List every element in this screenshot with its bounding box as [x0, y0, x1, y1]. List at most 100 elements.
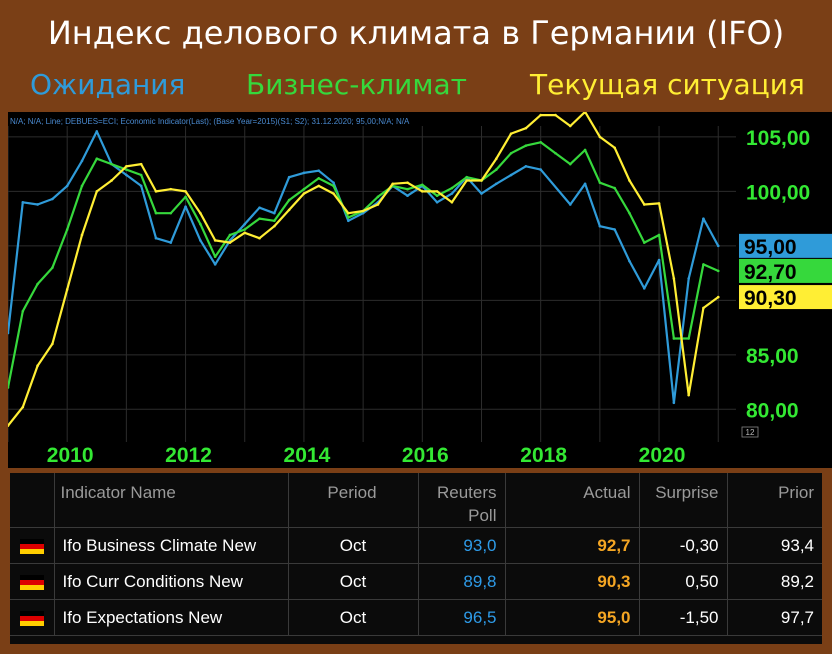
data-point	[702, 263, 705, 266]
data-point	[716, 244, 720, 248]
data-point	[80, 233, 84, 237]
data-point	[554, 113, 557, 117]
germany-flag-icon	[10, 599, 55, 636]
table-row[interactable]: Ifo Business Climate New Oct 93,0 92,7 -…	[10, 527, 822, 564]
data-point	[184, 205, 187, 208]
poll-cell: 96,5	[418, 599, 506, 636]
data-point	[672, 277, 676, 280]
data-point	[287, 198, 291, 202]
data-point	[494, 168, 498, 171]
last-value-text: 95,00	[744, 236, 797, 259]
data-point	[184, 190, 187, 193]
prior-cell: 97,7	[727, 599, 822, 636]
data-point	[302, 192, 306, 195]
data-point	[169, 241, 173, 244]
period-header: Period	[288, 473, 419, 528]
table-header-row: Indicator Name Period Reuters Poll Actua…	[10, 473, 822, 528]
data-point	[21, 309, 25, 313]
data-point	[36, 364, 39, 368]
data-point	[628, 211, 631, 215]
data-point	[628, 259, 631, 263]
data-point	[450, 186, 454, 190]
data-point	[36, 203, 39, 206]
x-tick-label: 2020	[639, 444, 686, 467]
data-point	[361, 211, 365, 215]
actual-cell: 95,0	[505, 599, 640, 636]
data-point	[258, 217, 261, 220]
data-point	[243, 222, 247, 226]
series-line	[6, 130, 720, 404]
data-point	[139, 184, 143, 188]
data-point	[672, 401, 676, 405]
data-point	[702, 217, 705, 220]
table-row[interactable]: Ifo Curr Conditions New Oct 89,8 90,3 0,…	[10, 563, 822, 600]
reuters-poll-header-line1: Reuters	[436, 483, 497, 502]
data-point	[125, 173, 128, 177]
data-point	[642, 203, 646, 206]
data-point	[687, 337, 690, 340]
data-point	[332, 181, 335, 184]
x-tick-label: 2016	[402, 444, 449, 467]
data-point	[524, 165, 528, 168]
data-point	[361, 209, 365, 213]
data-point	[95, 190, 99, 193]
poll-cell: 89,8	[418, 563, 506, 600]
data-point	[6, 331, 10, 335]
data-point	[687, 277, 690, 280]
data-point	[598, 135, 602, 139]
data-point	[435, 190, 439, 193]
data-point	[568, 162, 572, 166]
data-point	[317, 169, 321, 172]
data-point	[406, 181, 409, 184]
data-point	[672, 337, 676, 340]
page-title: Индекс делового климата в Германии (IFO)	[47, 14, 785, 52]
data-point	[583, 182, 587, 186]
data-point	[6, 424, 10, 427]
x-tick-label: 2014	[284, 444, 331, 467]
data-point	[213, 239, 217, 242]
data-point	[391, 182, 395, 186]
data-point	[657, 258, 661, 262]
data-point	[169, 211, 173, 215]
data-point	[258, 236, 261, 240]
data-point	[716, 295, 720, 299]
data-point	[199, 222, 202, 226]
table-row[interactable]: Ifo Expectations New Oct 96,5 95,0 -1,50…	[10, 599, 822, 636]
y-tick-label: 85,00	[746, 345, 799, 368]
data-point	[65, 288, 69, 291]
legend-expectations: Ожидания	[30, 68, 186, 101]
surprise-cell: -0,30	[639, 527, 728, 564]
data-point	[583, 148, 587, 152]
header: Индекс делового климата в Германии (IFO)…	[0, 0, 832, 112]
germany-flag-icon	[10, 563, 55, 600]
data-point	[450, 200, 454, 204]
data-point	[406, 194, 409, 198]
data-point	[51, 266, 54, 269]
period-cell: Oct	[288, 527, 419, 564]
data-point	[228, 233, 232, 237]
data-point	[568, 203, 572, 206]
data-point	[21, 405, 25, 409]
scale-corner-box	[741, 426, 759, 438]
data-point	[716, 269, 720, 273]
reuters-poll-header-line2: Poll	[468, 506, 497, 525]
data-point	[494, 182, 498, 186]
chart-info-line: N/A; N/A; Line; DEBUES=ECI; Economic Ind…	[10, 117, 410, 126]
indicator-name-header: Indicator Name	[54, 473, 289, 528]
data-point	[65, 184, 69, 188]
data-point	[110, 179, 113, 182]
data-point	[509, 151, 513, 155]
period-cell: Oct	[288, 599, 419, 636]
last-value-text: 90,30	[744, 287, 797, 310]
y-tick-label: 105,00	[746, 127, 810, 150]
chart-area: N/A; N/A; Line; DEBUES=ECI; Economic Ind…	[6, 110, 832, 468]
data-point	[169, 187, 173, 191]
data-point	[421, 190, 424, 193]
data-point	[154, 236, 158, 240]
data-point	[273, 219, 276, 223]
actual-cell: 90,3	[505, 563, 640, 600]
data-point	[51, 197, 54, 201]
data-point	[687, 393, 690, 397]
data-point	[657, 202, 661, 205]
prior-cell: 93,4	[727, 527, 822, 564]
